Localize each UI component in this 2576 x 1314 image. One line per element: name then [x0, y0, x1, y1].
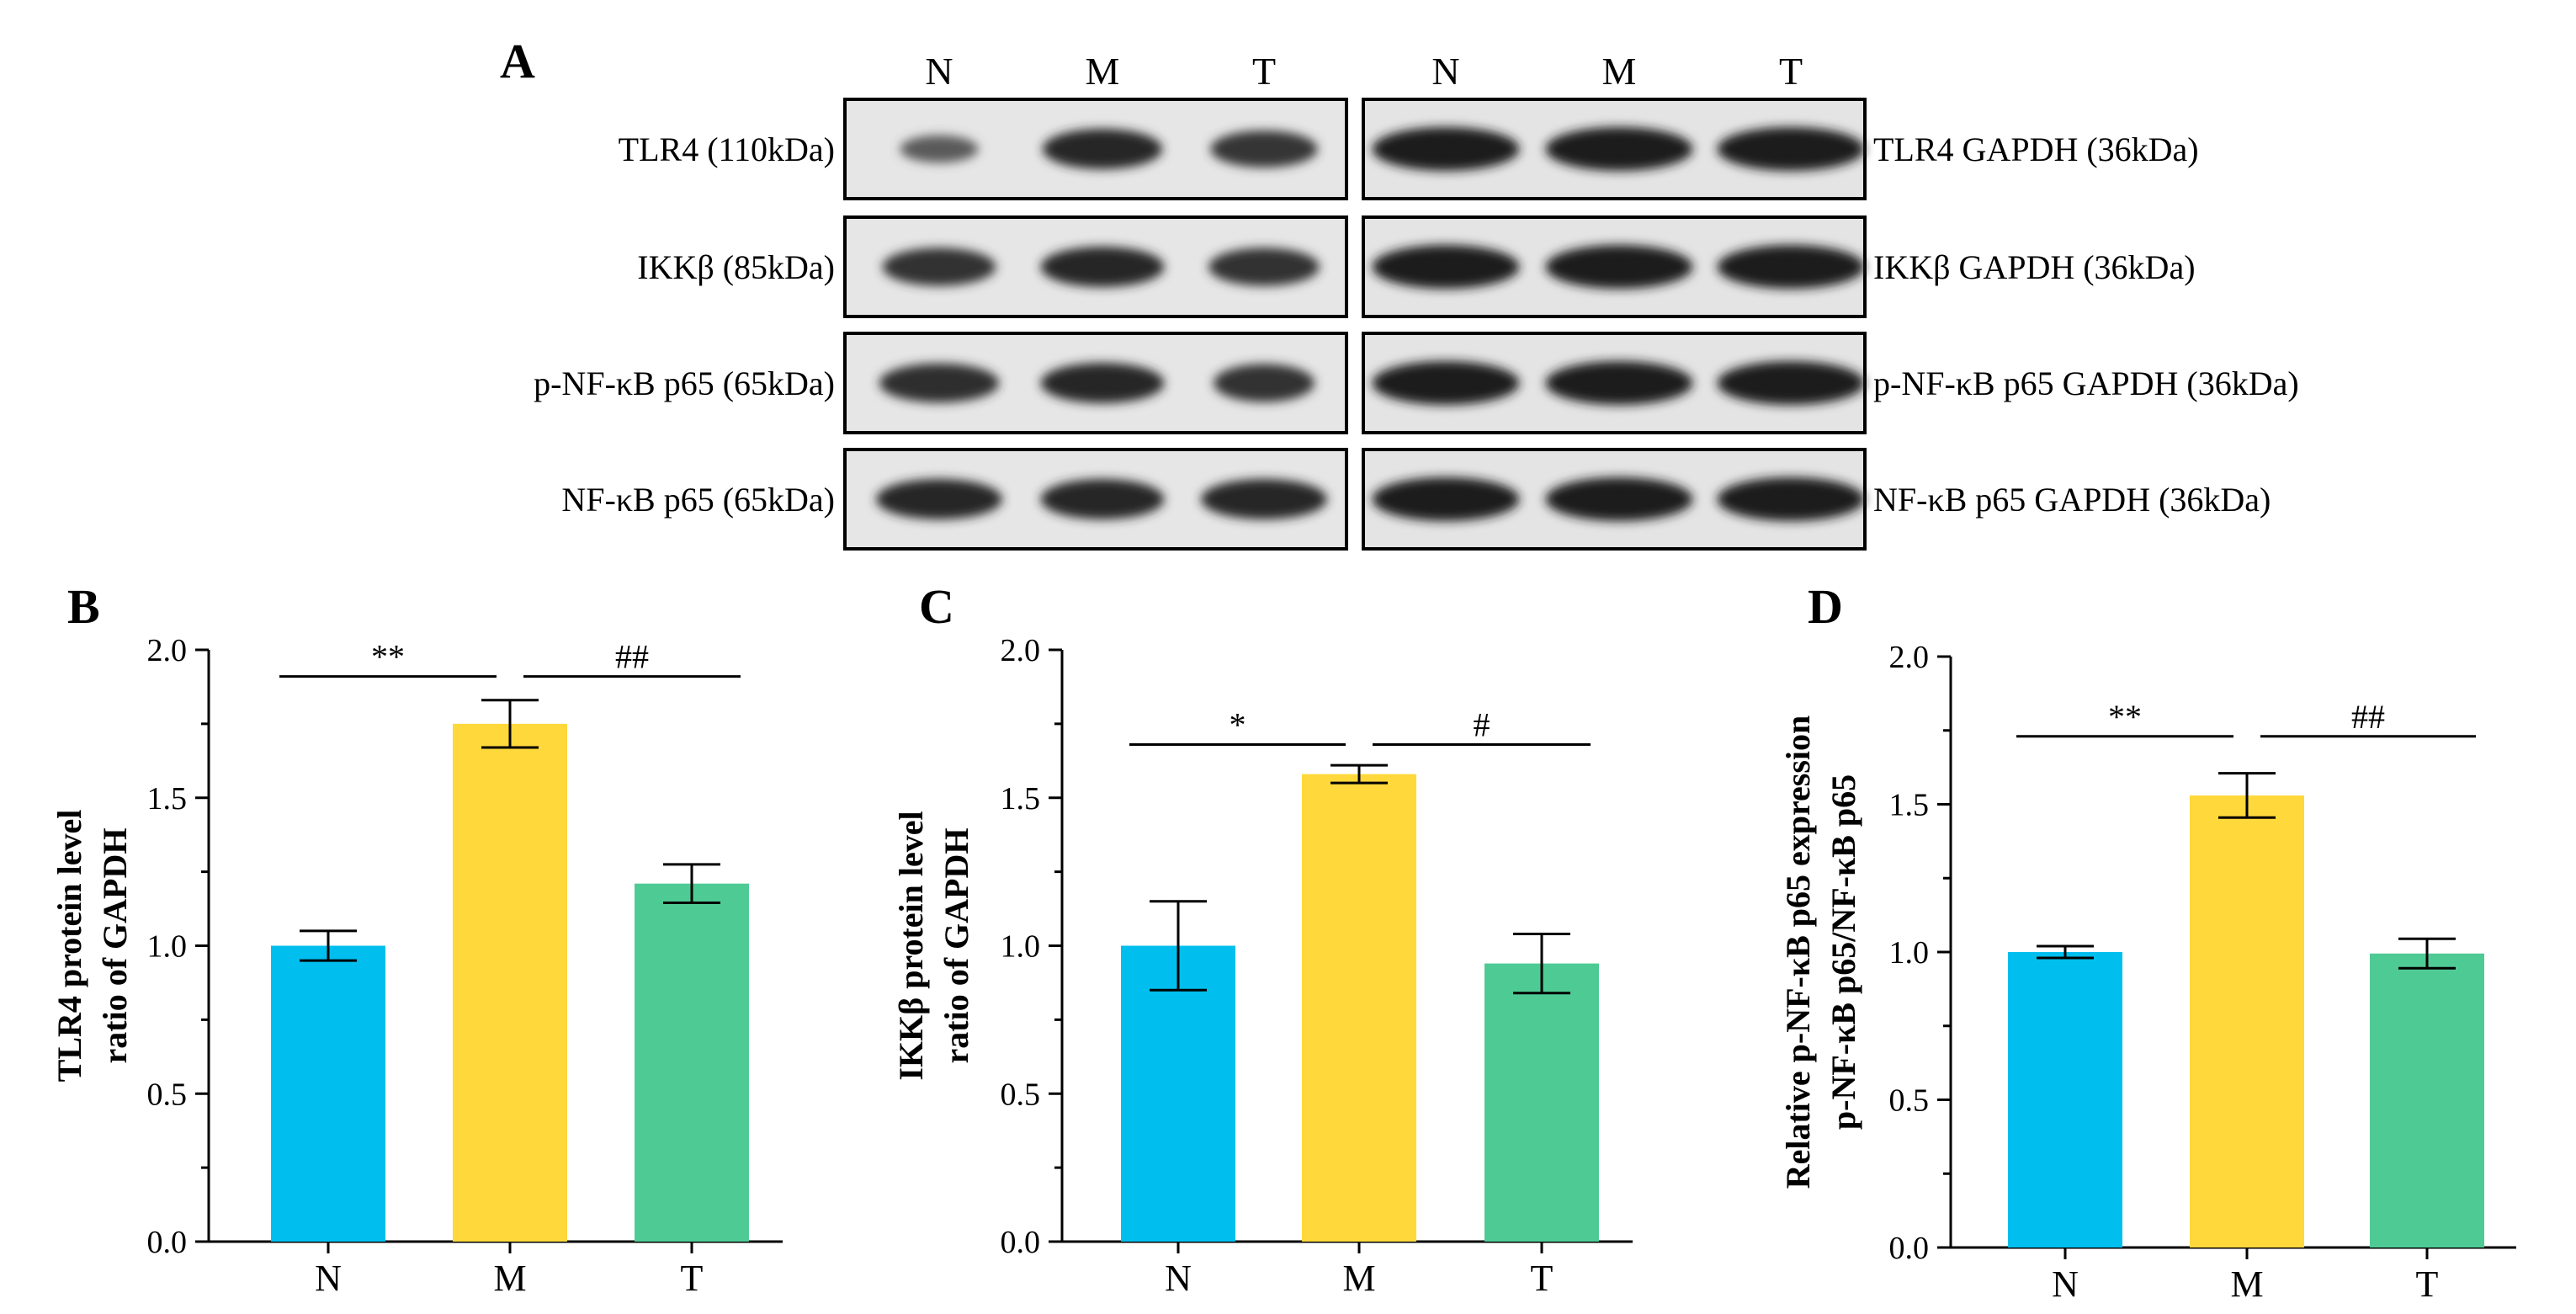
blot-band — [1717, 361, 1865, 405]
blot-band — [900, 135, 979, 163]
x-tick-label: M — [2230, 1263, 2263, 1305]
significance-label: # — [1474, 705, 1490, 743]
blot-band — [1040, 247, 1165, 287]
x-tick-label: M — [493, 1258, 526, 1299]
blot-band — [1210, 130, 1318, 168]
blot-band — [1717, 127, 1865, 171]
blot-band — [1214, 364, 1315, 402]
panel-letter: D — [1808, 579, 1843, 634]
western-blot-panel: A N M T N M T TLR4 (110kDa) TLR4 GAPDH (36kDa) IK… — [500, 34, 2299, 551]
bar — [1485, 963, 1599, 1242]
panel-letter: B — [67, 579, 100, 634]
blot-band — [1372, 477, 1520, 521]
blot-row-label: IKKβ (85kDa) — [637, 248, 835, 286]
blot-band — [1040, 479, 1165, 519]
y-tick-label: 1.0 — [1001, 929, 1041, 965]
lane-label: T — [1252, 50, 1276, 93]
y-tick-label: 0.5 — [1889, 1083, 1930, 1119]
bar — [271, 945, 385, 1242]
significance-label: ## — [2351, 698, 2385, 736]
lane-label: T — [1779, 50, 1803, 93]
blot-control-label: IKKβ GAPDH (36kDa) — [1873, 248, 2196, 286]
y-tick-label: 0.5 — [147, 1077, 188, 1112]
y-tick-label: 2.0 — [147, 633, 188, 668]
blot-band — [1717, 477, 1865, 521]
blot-band — [882, 247, 996, 286]
significance-label: ** — [371, 638, 405, 676]
chart-panel-c: C 0.0 0.5 1.0 1.5 2.0 IKKβ protein level ratio … — [892, 579, 1633, 1299]
blot-band — [1545, 361, 1693, 405]
x-tick-label: T — [2416, 1263, 2439, 1305]
blot-band — [1208, 247, 1320, 286]
blot-band — [1372, 361, 1520, 405]
y-tick-label: 1.5 — [147, 781, 188, 817]
y-tick-label: 0.0 — [1889, 1231, 1930, 1266]
blot-row-label: TLR4 (110kDa) — [619, 130, 835, 168]
panel-letter-a: A — [500, 34, 535, 88]
bar — [1121, 945, 1235, 1242]
y-axis-label: Relative p-NF-κB p65 expression — [1779, 716, 1817, 1189]
y-axis-label: ratio of GAPDH — [937, 828, 975, 1064]
blot-row-label: p-NF-κB p65 (65kDa) — [534, 364, 835, 402]
significance-label: ** — [2108, 698, 2142, 736]
lane-label: N — [1431, 50, 1459, 93]
x-tick-label: T — [1531, 1258, 1554, 1299]
blot-row-label: NF-κB p65 (65kDa) — [561, 481, 835, 519]
bar — [453, 723, 567, 1242]
y-tick-label: 0.0 — [147, 1225, 188, 1260]
blot-band — [1201, 479, 1327, 519]
y-tick-label: 1.5 — [1001, 781, 1041, 817]
y-tick-label: 0.0 — [1001, 1225, 1041, 1260]
bar — [2008, 952, 2122, 1248]
lane-label: M — [1086, 50, 1120, 93]
y-tick-label: 1.0 — [147, 929, 188, 965]
bar — [2370, 953, 2484, 1248]
x-tick-label: N — [1165, 1258, 1192, 1299]
blot-band — [1717, 245, 1865, 289]
blot-band — [876, 479, 1002, 519]
blot-control-label: TLR4 GAPDH (36kDa) — [1873, 130, 2199, 168]
y-axis-label: p-NF-κB p65/NF-κB p65 — [1824, 774, 1862, 1130]
panel-letter: C — [919, 579, 954, 634]
blot-band — [1372, 127, 1520, 171]
x-tick-label: N — [315, 1258, 342, 1299]
blot-band — [1545, 477, 1693, 521]
x-tick-label: M — [1342, 1258, 1375, 1299]
blot-band — [1042, 129, 1163, 169]
y-axis-label: IKKβ protein level — [892, 811, 930, 1080]
blot-control-label: NF-κB p65 GAPDH (36kDa) — [1873, 481, 2271, 519]
blot-band — [1372, 245, 1520, 289]
y-tick-label: 0.5 — [1001, 1077, 1041, 1112]
y-tick-label: 2.0 — [1001, 633, 1041, 668]
blot-band — [879, 363, 1000, 403]
x-tick-label: T — [681, 1258, 704, 1299]
y-tick-label: 1.0 — [1889, 935, 1930, 971]
blot-band — [1040, 363, 1165, 403]
blot-control-label: p-NF-κB p65 GAPDH (36kDa) — [1873, 364, 2299, 402]
chart-panel-b: B 0.0 0.5 1.0 1.5 2.0 TLR4 protein level ratio … — [50, 579, 783, 1299]
y-tick-label: 2.0 — [1889, 640, 1930, 675]
blot-band — [1545, 127, 1693, 171]
significance-label: ## — [615, 638, 649, 676]
y-axis-label: TLR4 protein level — [50, 810, 88, 1083]
lane-label: N — [925, 50, 953, 93]
x-tick-label: N — [2052, 1263, 2079, 1305]
y-tick-label: 1.5 — [1889, 788, 1930, 823]
bar — [2190, 795, 2304, 1248]
y-axis-label: ratio of GAPDH — [96, 828, 134, 1064]
blot-band — [1545, 245, 1693, 289]
bar — [1302, 774, 1416, 1242]
chart-panel-d: D 0.0 0.5 1.0 1.5 2.0 Relative p-NF-κB p65 exp… — [1779, 579, 2516, 1305]
lane-label: M — [1602, 50, 1637, 93]
bar — [635, 883, 749, 1242]
significance-label: * — [1230, 705, 1246, 743]
